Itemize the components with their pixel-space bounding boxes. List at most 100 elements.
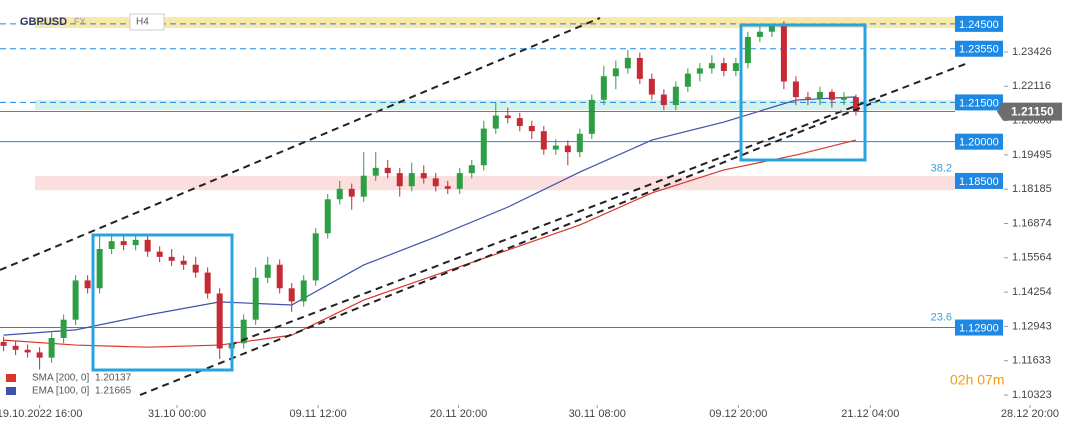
candle-body — [684, 73, 691, 87]
candle-body — [504, 115, 511, 119]
candle-body — [180, 260, 187, 265]
candle-body — [60, 319, 67, 339]
drawings — [0, 17, 969, 396]
level-label-box — [955, 94, 1003, 111]
last-price-box — [997, 102, 1062, 121]
candle-body — [144, 239, 151, 252]
candle-body — [732, 63, 739, 71]
candle-body — [768, 26, 775, 32]
legend-name: EMA [100, 0] — [32, 386, 89, 397]
candle-body — [168, 256, 175, 261]
candle-body — [576, 133, 583, 153]
candle-body — [492, 115, 499, 129]
x-tick-label: 31.10 00:00 — [148, 408, 206, 420]
trend-line — [0, 17, 601, 271]
fib-label: 23.6 — [931, 312, 952, 324]
x-tick-label: 09.12 20:00 — [709, 408, 767, 420]
candle-body — [0, 341, 7, 346]
fib-label: 38.2 — [931, 162, 952, 174]
x-tick-label: 20.11 20:00 — [430, 408, 487, 420]
candle-body — [204, 272, 211, 294]
y-tick-label: 1.11633 — [1012, 355, 1051, 367]
highlight-box — [739, 23, 867, 162]
candle-body — [588, 99, 595, 134]
candle-body — [696, 68, 703, 74]
candle-body — [444, 186, 451, 189]
candle-body — [432, 178, 439, 187]
candle-body — [312, 233, 319, 281]
candle-body — [564, 145, 571, 153]
candle-body — [456, 173, 463, 189]
candle-body — [156, 251, 163, 257]
candle-body — [780, 26, 787, 82]
candle-body — [84, 280, 91, 289]
candle-body — [744, 36, 751, 64]
candle-body — [192, 264, 199, 273]
candle-body — [840, 97, 847, 100]
candle-body — [264, 264, 271, 278]
candle-body — [708, 63, 715, 69]
x-tick-label: 28.12 20:00 — [1001, 408, 1059, 420]
candle-body — [48, 338, 55, 358]
x-tick-label: 21.12 04:00 — [841, 408, 899, 420]
candle-body — [36, 352, 43, 358]
candle-body — [612, 68, 619, 77]
candle-body — [24, 349, 31, 353]
zone — [35, 17, 955, 29]
candle-body — [72, 280, 79, 320]
candles — [0, 21, 859, 370]
candle-body — [648, 78, 655, 95]
level-label-box — [955, 40, 1003, 57]
x-tick-label: 30.11 08:00 — [569, 408, 626, 420]
candle-body — [756, 31, 763, 37]
candle-body — [516, 118, 523, 126]
y-tick-label: 1.18185 — [1012, 183, 1052, 195]
candle-body — [660, 94, 667, 106]
candle-body — [384, 167, 391, 174]
y-tick-label: 1.15564 — [1012, 252, 1052, 264]
candle-body — [288, 288, 295, 302]
legend-swatch — [6, 374, 16, 382]
legend-name: SMA [200, 0] — [32, 373, 89, 384]
trend-line — [139, 99, 881, 396]
candle-body — [420, 173, 427, 179]
candle-body — [636, 57, 643, 79]
candle-body — [540, 131, 547, 150]
y-tick-label: 1.19495 — [1012, 149, 1052, 161]
level-label: 1.24500 — [959, 19, 999, 31]
candle-body — [804, 97, 811, 99]
timeframe-box[interactable] — [129, 13, 165, 31]
candle-body — [720, 63, 727, 71]
indicator-line — [3, 96, 856, 336]
indicator-line — [3, 139, 857, 348]
candle-body — [828, 91, 835, 100]
legend-swatch — [6, 387, 16, 395]
candle-body — [12, 345, 19, 350]
candle-body — [216, 293, 223, 349]
candle-body — [396, 173, 403, 187]
candle-body — [408, 173, 415, 187]
highlight-box — [91, 233, 234, 372]
level-label: 1.20000 — [959, 137, 999, 149]
symbol[interactable]: GBPUSD — [20, 16, 67, 28]
candle-body — [240, 319, 247, 344]
candle-body — [300, 280, 307, 302]
legend-value: 1.21665 — [95, 386, 132, 397]
zones — [35, 17, 955, 191]
timeframe[interactable]: H4 — [136, 17, 149, 28]
x-tick-label: 19.10.2022 16:00 — [0, 408, 82, 420]
zone — [35, 100, 955, 110]
candle-body — [816, 91, 823, 99]
candle-body — [360, 175, 367, 197]
candle-body — [552, 145, 559, 150]
level-label: 1.18500 — [959, 176, 999, 188]
candle-body — [348, 188, 355, 197]
level-label-box — [955, 15, 1003, 32]
candle-body — [120, 241, 127, 246]
market: FX — [74, 16, 86, 26]
zone — [35, 175, 955, 191]
indicators — [3, 96, 857, 348]
x-tick-label: 09.11 12:00 — [289, 408, 346, 420]
candle-body — [480, 128, 487, 166]
